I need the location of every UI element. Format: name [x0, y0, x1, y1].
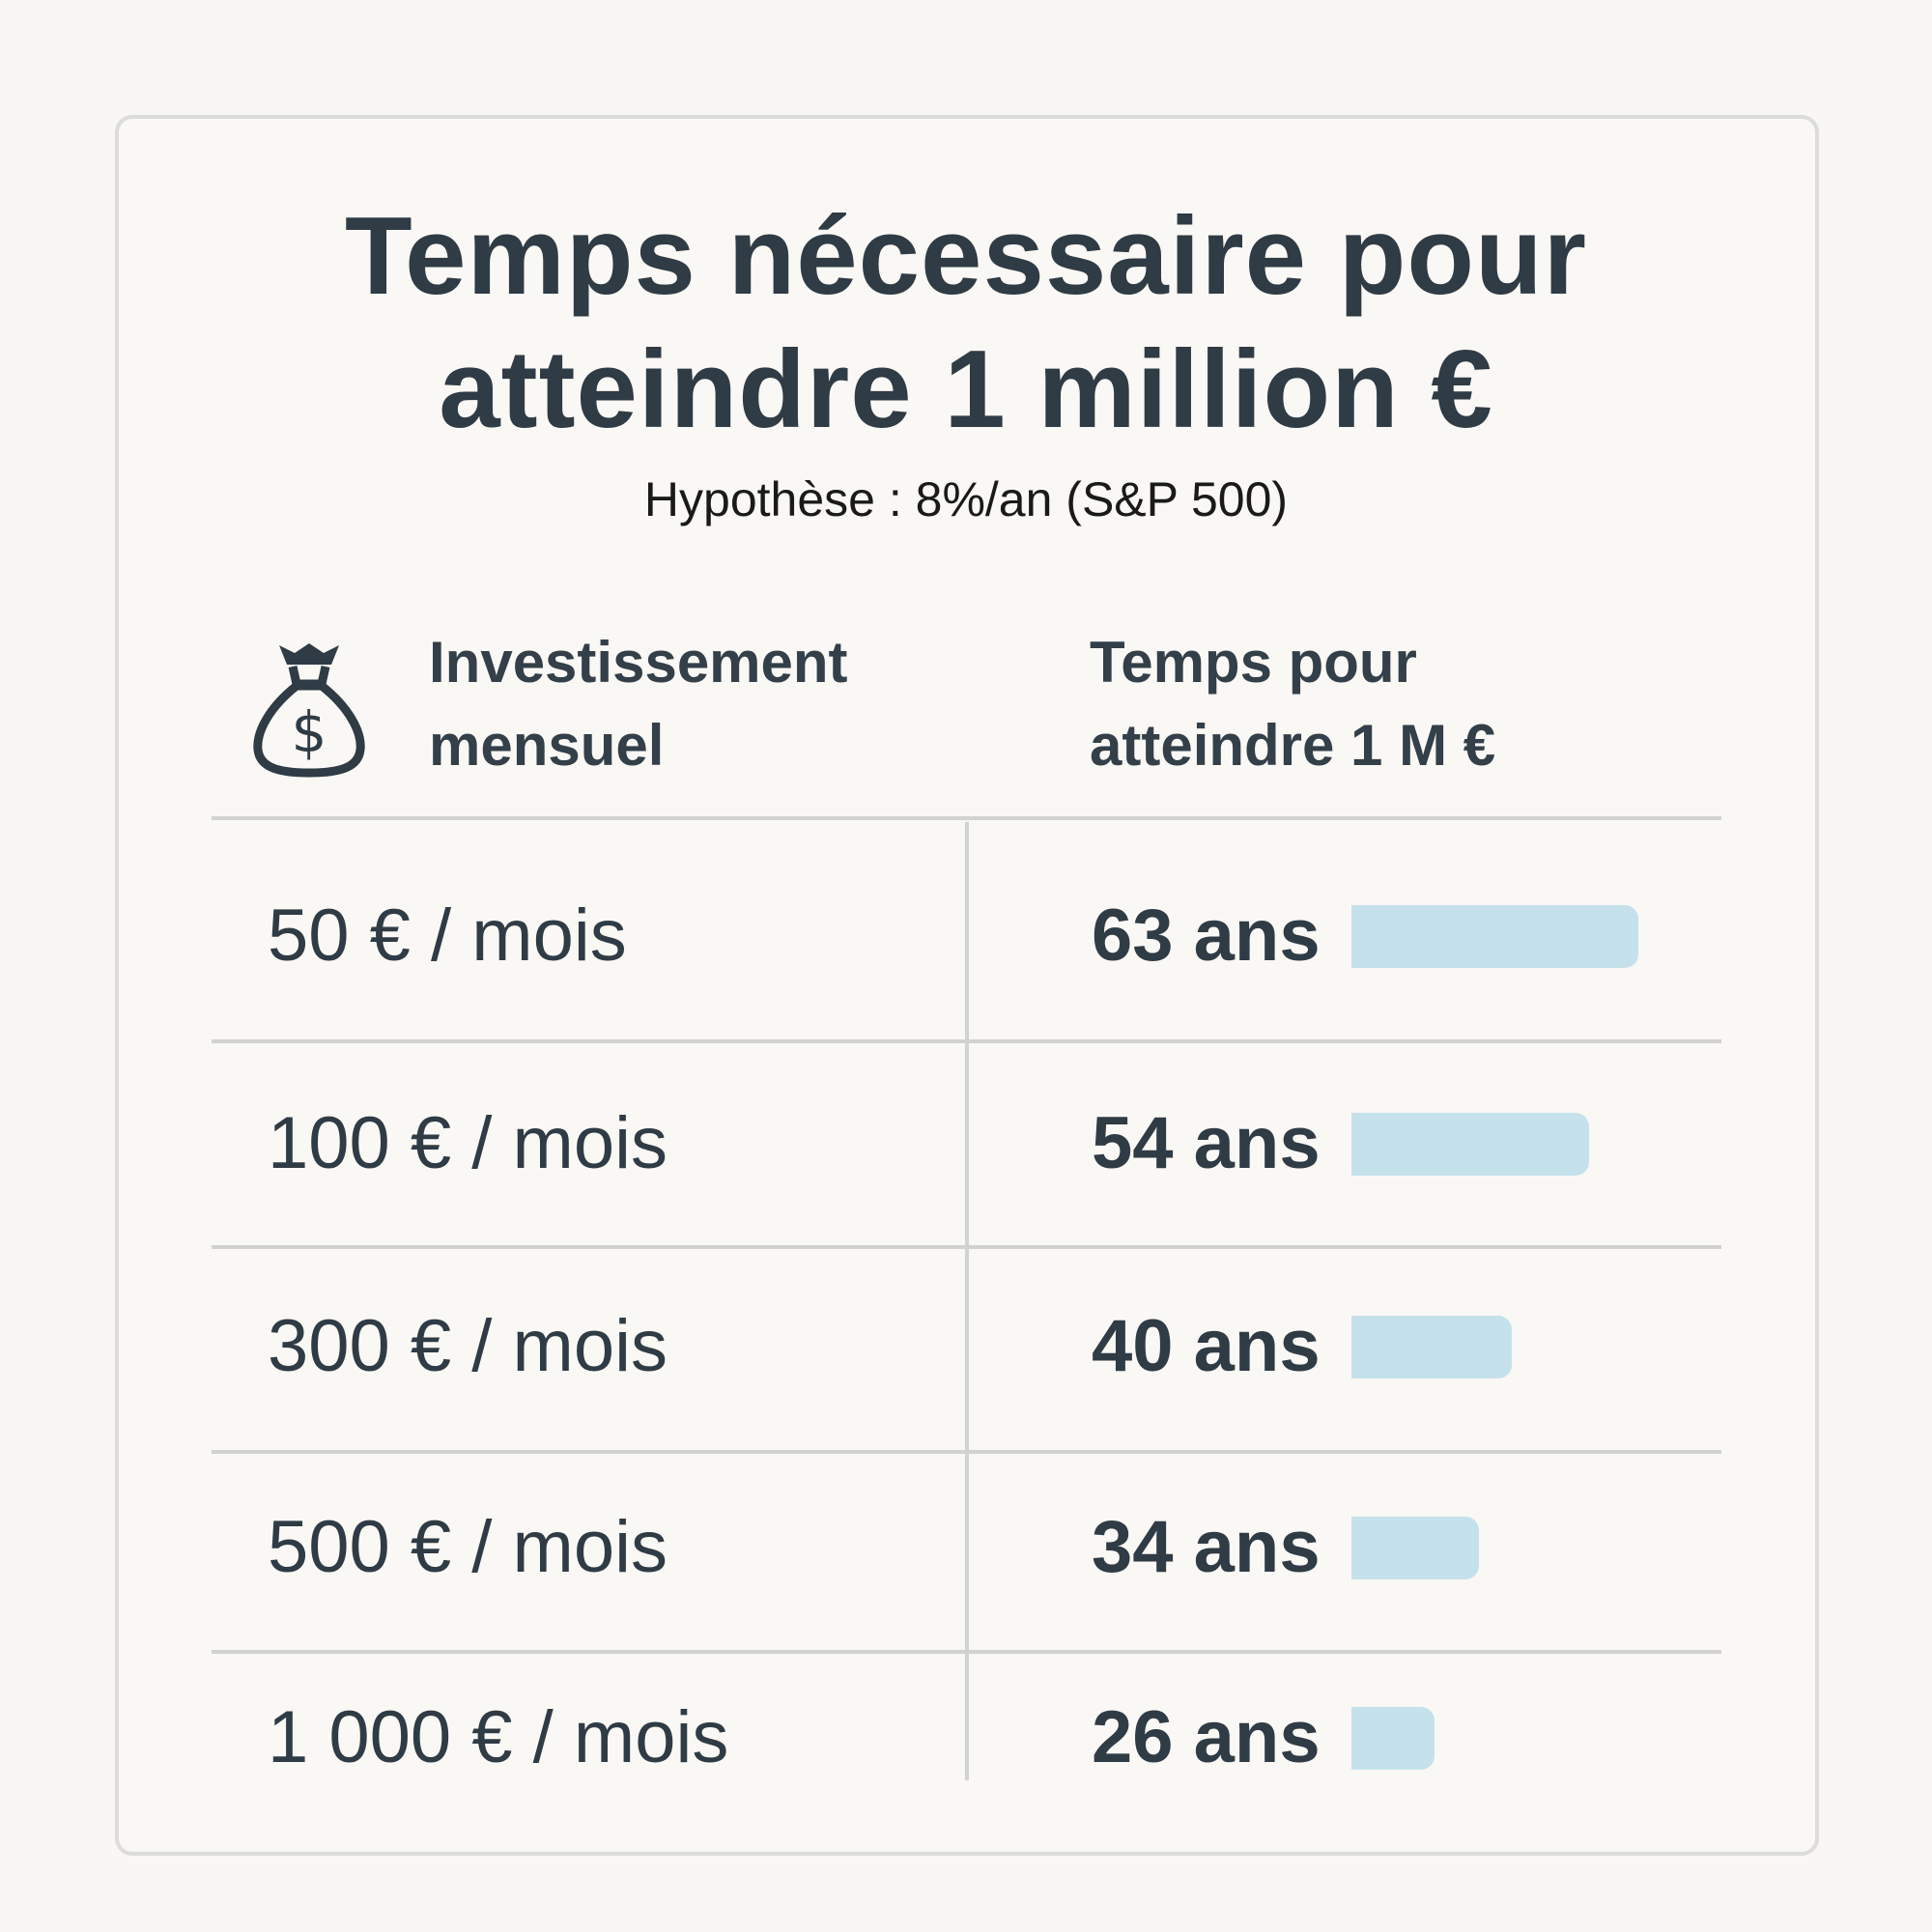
header-investment-line2: mensuel — [429, 713, 665, 778]
title-line-1: Temps nécessaire pour — [344, 195, 1588, 318]
table-cell-investment: 1 000 € / mois — [268, 1696, 729, 1778]
table-cell-years: 40 ans — [1092, 1305, 1321, 1387]
column-divider — [965, 822, 969, 1780]
table-cell-investment: 500 € / mois — [268, 1506, 668, 1588]
header-time-line1: Temps pour — [1090, 630, 1417, 695]
header-time: Temps pour atteindre 1 M € — [1090, 621, 1495, 787]
header-time-line2: atteindre 1 M € — [1090, 713, 1496, 778]
years-bar — [1351, 1517, 1479, 1579]
header-investment-line1: Investissement — [429, 630, 848, 695]
table-cell-years: 63 ans — [1092, 895, 1321, 977]
years-bar — [1351, 905, 1639, 968]
table-cell-years: 26 ans — [1092, 1696, 1321, 1778]
header-investment: Investissement mensuel — [429, 621, 848, 787]
years-bar — [1351, 1316, 1512, 1378]
subtitle: Hypothèse : 8%/an (S&P 500) — [643, 472, 1289, 526]
svg-text:$: $ — [292, 699, 327, 765]
years-bar — [1351, 1707, 1435, 1770]
money-bag-dollar-icon: $ — [253, 643, 365, 778]
title-line-2: atteindre 1 million € — [439, 328, 1493, 451]
table-cell-investment: 100 € / mois — [268, 1102, 668, 1184]
years-bar — [1351, 1113, 1589, 1176]
table-cell-investment: 300 € / mois — [268, 1305, 668, 1387]
table-cell-investment: 50 € / mois — [268, 895, 627, 977]
table-cell-years: 54 ans — [1092, 1102, 1321, 1184]
header-divider — [212, 816, 1721, 820]
table-cell-years: 34 ans — [1092, 1506, 1321, 1588]
